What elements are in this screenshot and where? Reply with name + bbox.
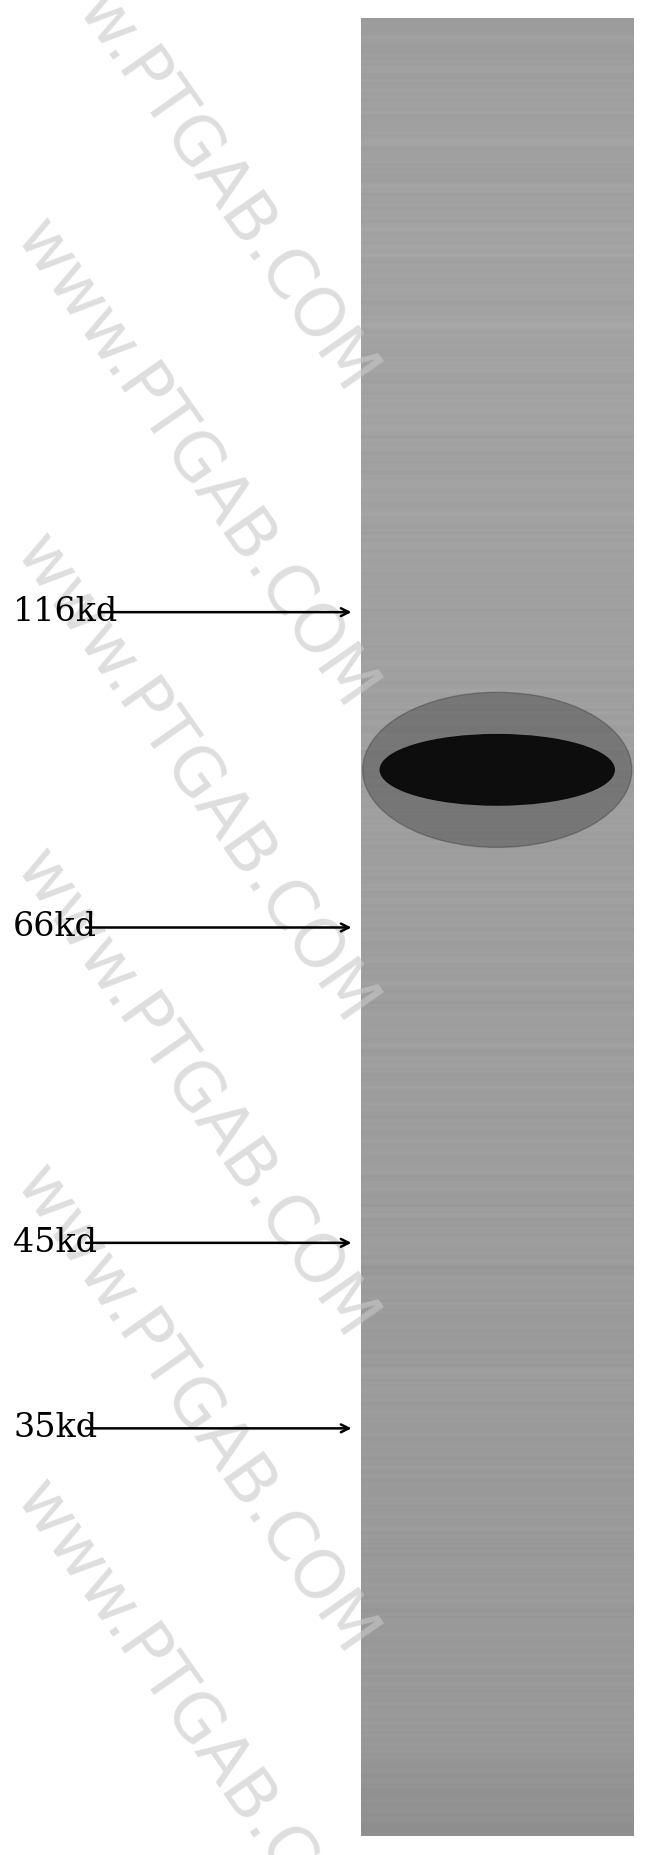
Text: 45kd: 45kd (13, 1226, 97, 1260)
Text: www.PTGAB.COM: www.PTGAB.COM (2, 1154, 388, 1666)
Text: www.PTGAB.COM: www.PTGAB.COM (2, 0, 388, 404)
Text: www.PTGAB.COM: www.PTGAB.COM (2, 523, 388, 1035)
Text: www.PTGAB.COM: www.PTGAB.COM (2, 208, 388, 720)
Text: www.PTGAB.COM: www.PTGAB.COM (2, 838, 388, 1350)
Text: www.PTGAB.COM: www.PTGAB.COM (2, 1469, 388, 1855)
Text: 66kd: 66kd (13, 911, 97, 944)
Text: 116kd: 116kd (13, 595, 118, 629)
Ellipse shape (380, 735, 614, 805)
Ellipse shape (363, 692, 632, 848)
Text: 35kd: 35kd (13, 1412, 97, 1445)
